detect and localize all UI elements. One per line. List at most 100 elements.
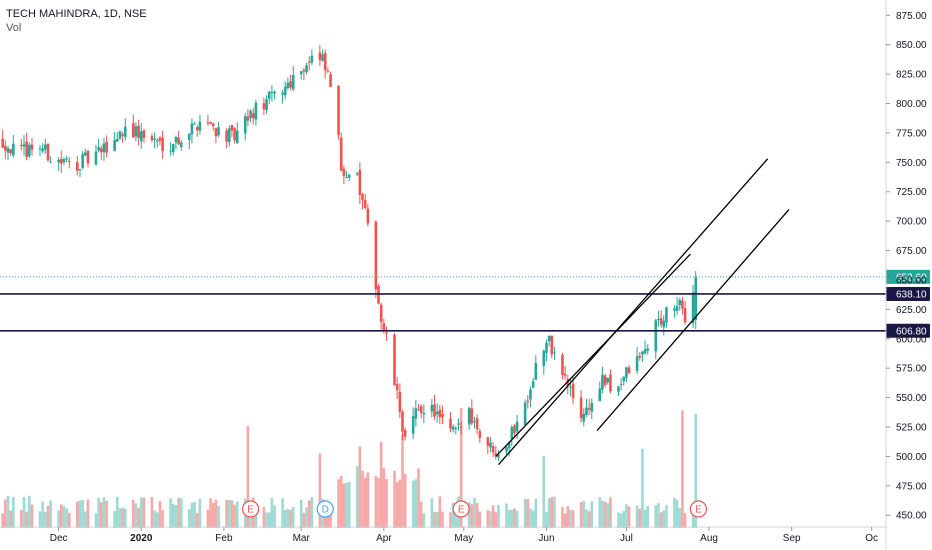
volume-bar [531, 510, 535, 528]
candle-body [345, 177, 348, 179]
candle-body [523, 402, 527, 425]
volume-bar [62, 505, 66, 528]
volume-bar [569, 509, 572, 528]
volume-bar [566, 506, 570, 528]
volume-bar [217, 505, 220, 528]
candle-body [105, 141, 108, 153]
volume-bar [270, 497, 274, 528]
candle-body [513, 425, 516, 434]
price-tick-label: 850.00 [896, 40, 927, 51]
volume-bar [475, 503, 479, 528]
price-tick-label: 750.00 [896, 158, 927, 169]
volume-bar [433, 511, 436, 528]
volume-bar [195, 513, 199, 528]
candle-body [193, 123, 196, 125]
candle-body [78, 169, 82, 171]
candle-body [590, 402, 594, 412]
candle-body [478, 431, 482, 438]
candle-body [115, 138, 119, 142]
volume-bar [310, 497, 314, 528]
candle-body [289, 81, 292, 88]
volume-bar [403, 473, 407, 528]
volume-bar [4, 499, 7, 528]
volume-bar [38, 511, 42, 528]
candle-body [694, 276, 698, 320]
time-tick-label: Dec [50, 533, 68, 544]
volume-bar [68, 512, 71, 528]
candle-body [161, 137, 164, 152]
volume-bar [361, 470, 364, 528]
volume-bar [227, 499, 231, 528]
volume-bar [675, 499, 679, 528]
volume-bar [505, 503, 508, 528]
candle-body [62, 159, 66, 163]
candle-body [563, 373, 567, 376]
candle-body [459, 426, 463, 428]
volume-bar [454, 507, 458, 528]
price-tick-label: 825.00 [896, 70, 927, 81]
volume-bar [662, 510, 666, 528]
candle-body [174, 137, 178, 143]
volume-bar [641, 448, 644, 528]
candle-body [179, 142, 183, 148]
time-tick-label: Jun [538, 533, 554, 544]
candle-body [121, 134, 124, 136]
symbol-title[interactable]: TECH MAHINDRA, 1D, NSE [6, 8, 147, 20]
candle-body [46, 144, 50, 161]
volume-bar [142, 497, 146, 528]
candle-body [579, 397, 583, 419]
price-tick-label: 525.00 [896, 423, 927, 434]
volume-bar [561, 506, 564, 528]
candle-body [617, 386, 620, 392]
candle-body [625, 367, 628, 378]
candle-body [486, 437, 490, 446]
volume-bar [638, 508, 642, 528]
candle-body [635, 356, 639, 371]
candle-body [286, 82, 290, 89]
volume-bar [267, 512, 271, 528]
price-tick-label: 725.00 [896, 187, 927, 198]
candle-body [243, 116, 247, 134]
price-tick-label: 775.00 [896, 128, 927, 139]
volume-bar [84, 511, 87, 528]
volume-bar [1, 513, 4, 528]
candle-body [449, 418, 452, 429]
time-tick-label: Aug [700, 533, 718, 544]
candle-body [643, 349, 647, 354]
candle-body [310, 55, 314, 63]
volume-bar [379, 441, 383, 528]
candle-body [438, 409, 442, 418]
candle-body [30, 144, 34, 150]
time-tick-label: Jul [620, 533, 633, 544]
candle-body [417, 409, 420, 411]
candle-body [489, 442, 492, 448]
volume-bar [355, 466, 359, 528]
price-tick-label: 800.00 [896, 99, 927, 110]
volume-bar [494, 512, 498, 528]
candle-body [382, 323, 386, 331]
candle-body [113, 139, 116, 152]
candle-body [323, 53, 327, 71]
candle-body [206, 122, 210, 124]
volume-bar [9, 510, 12, 528]
candle-body [305, 65, 308, 73]
volume-bar [579, 502, 583, 528]
candle-body [153, 138, 156, 140]
volume-bar [395, 482, 399, 528]
candle-body [9, 149, 12, 154]
volume-bar [291, 506, 295, 528]
candle-body [233, 127, 236, 141]
candle-body [60, 158, 63, 164]
time-tick-label: Sep [783, 533, 801, 544]
volume-bar [134, 503, 138, 528]
candle-body [435, 411, 439, 415]
volume-bar [171, 503, 175, 528]
volume-bar [625, 504, 628, 528]
candle-body [582, 413, 586, 422]
candle-body [326, 70, 330, 72]
candle-body [601, 374, 604, 390]
volume-bar [94, 513, 98, 528]
candle-body [25, 141, 28, 157]
volume-bar [105, 500, 108, 528]
